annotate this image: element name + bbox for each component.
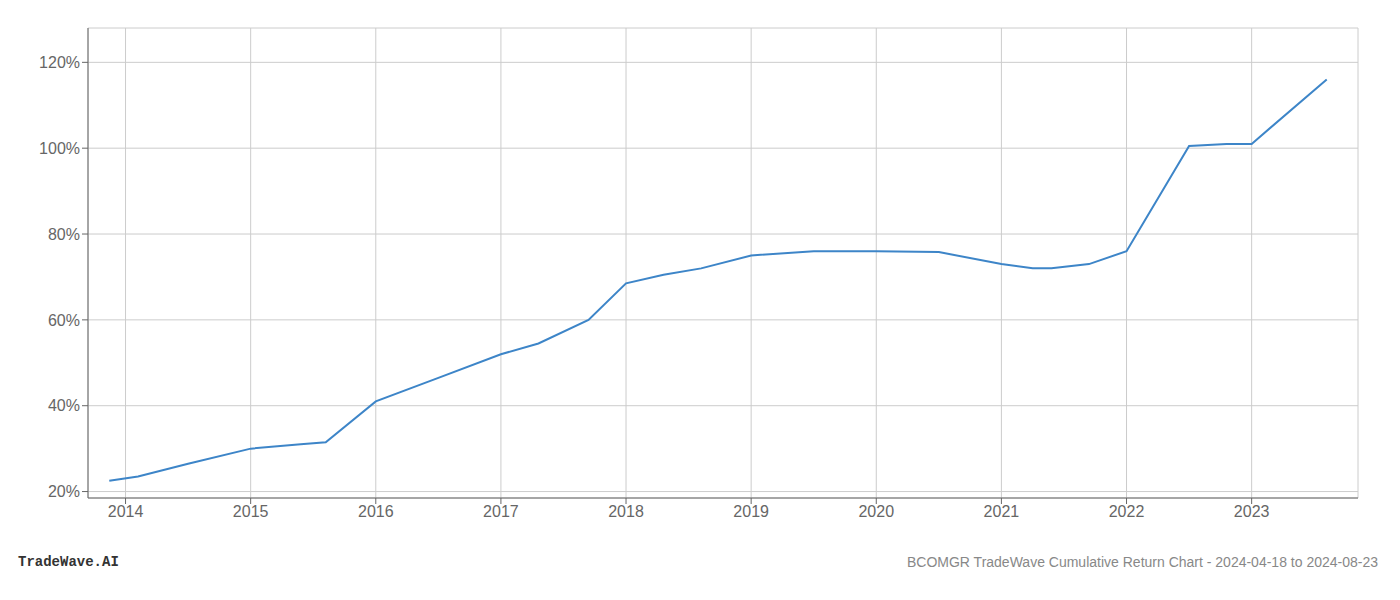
svg-text:60%: 60% <box>48 312 80 329</box>
html-text:BCOMGR TradeWave Cumulative Re: BCOMGR TradeWave Cumulative Return Chart… <box>907 554 1378 570</box>
svg-text:80%: 80% <box>48 226 80 243</box>
svg-text:20%: 20% <box>48 483 80 500</box>
html-text:TradeWave.AI: TradeWave.AI <box>18 554 119 570</box>
svg-text:2016: 2016 <box>358 503 394 520</box>
svg-text:2017: 2017 <box>483 503 519 520</box>
svg-text:100%: 100% <box>39 140 80 157</box>
svg-text:120%: 120% <box>39 54 80 71</box>
svg-text:2022: 2022 <box>1109 503 1145 520</box>
svg-text:2014: 2014 <box>108 503 144 520</box>
svg-text:2018: 2018 <box>608 503 644 520</box>
svg-text:40%: 40% <box>48 397 80 414</box>
svg-text:2020: 2020 <box>858 503 894 520</box>
svg-text:2021: 2021 <box>984 503 1020 520</box>
svg-text:2019: 2019 <box>733 503 769 520</box>
svg-text:2023: 2023 <box>1234 503 1270 520</box>
svg-text:2015: 2015 <box>233 503 269 520</box>
